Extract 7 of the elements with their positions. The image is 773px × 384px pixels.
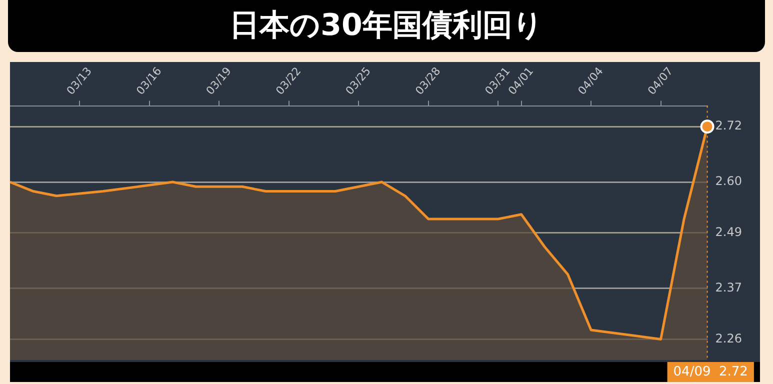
y-tick-label: 2.49 (715, 225, 742, 240)
y-tick-label: 2.60 (715, 174, 742, 188)
y-tick-label: 2.37 (715, 280, 742, 294)
y-tick-label: 2.72 (715, 118, 742, 133)
chart-title: 日本の30年国債利回り (8, 0, 765, 52)
y-tick-label: 2.26 (715, 331, 742, 346)
text: 04/09 2.72 (673, 364, 748, 380)
